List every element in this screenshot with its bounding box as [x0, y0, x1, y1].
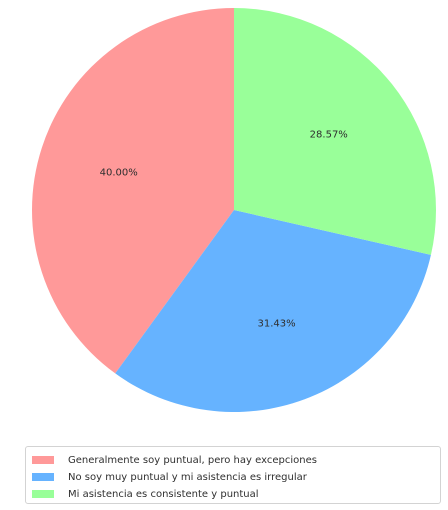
pie-slice: [234, 8, 436, 255]
pie-slice: [115, 210, 431, 412]
legend-item: Generalmente soy puntual, pero hay excep…: [32, 452, 434, 468]
legend: Generalmente soy puntual, pero hay excep…: [25, 446, 441, 504]
legend-label: Mi asistencia es consistente y puntual: [68, 488, 259, 500]
legend-swatch: [32, 473, 54, 481]
slice-value-label: 28.57%: [310, 129, 348, 140]
pie-slice: [31, 8, 234, 374]
slice-value-label: 31.43%: [258, 318, 296, 329]
legend-swatch: [32, 490, 54, 498]
legend-swatch: [32, 456, 54, 464]
pie-chart: 40.00% 31.43% 28.57%: [31, 8, 436, 412]
legend-item: No soy muy puntual y mi asistencia es ir…: [32, 469, 434, 485]
slice-value-label: 40.00%: [100, 168, 138, 179]
legend-label: Generalmente soy puntual, pero hay excep…: [68, 454, 317, 466]
legend-label: No soy muy puntual y mi asistencia es ir…: [68, 471, 307, 483]
legend-item: Mi asistencia es consistente y puntual: [32, 486, 434, 502]
